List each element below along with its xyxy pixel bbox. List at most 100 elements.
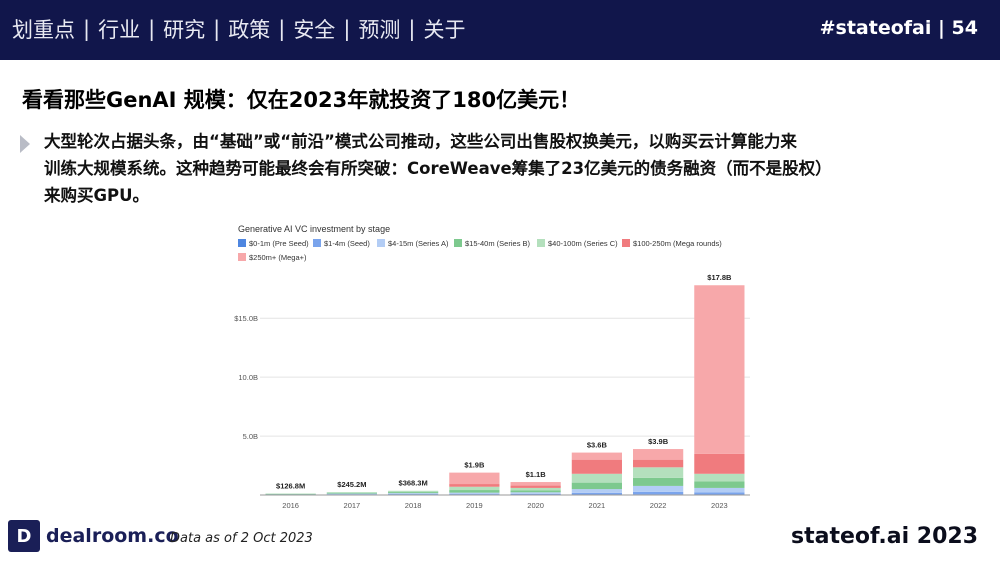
nav-item[interactable]: 政策	[228, 18, 271, 42]
bar-segment	[571, 489, 622, 493]
bar-total-label: $245.2M	[337, 480, 366, 489]
bar-segment	[694, 492, 745, 495]
legend-label: $250m+ (Mega+)	[249, 253, 307, 262]
nav-item[interactable]: 研究	[163, 18, 206, 42]
bullet-line: 训练大规模系统。这种趋势可能最终会有所突破：CoreWeave筹集了23亿美元的…	[44, 159, 832, 178]
x-tick-label: 2016	[282, 501, 299, 510]
legend-label: $1-4m (Seed)	[324, 239, 370, 248]
section-nav: 划重点 | 行业 | 研究 | 政策 | 安全 | 预测 | 关于	[12, 14, 465, 44]
bar-segment	[571, 452, 622, 460]
bar-segment	[694, 453, 745, 474]
nav-item[interactable]: 预测	[358, 18, 401, 42]
x-tick-label: 2017	[344, 501, 361, 510]
slide-tag: #stateofai | 54	[819, 17, 978, 39]
bullet-text: 大型轮次占据头条，由“基础”或“前沿”模式公司推动，这些公司出售股权换美元，以购…	[44, 128, 974, 209]
bar-segment	[388, 493, 439, 495]
bar-segment	[633, 485, 684, 492]
bar-segment	[326, 492, 377, 493]
nav-item[interactable]: 划重点	[12, 18, 75, 42]
bar-segment	[571, 473, 622, 483]
legend-swatch	[238, 239, 246, 247]
bar-segment	[571, 492, 622, 495]
legend-swatch	[537, 239, 545, 247]
bar-segment	[571, 482, 622, 490]
legend-label: $40-100m (Series C)	[548, 239, 618, 248]
legend-label: $100-250m (Mega rounds)	[633, 239, 722, 248]
bar-segment	[694, 481, 745, 488]
chart-title: Generative AI VC investment by stage	[238, 224, 390, 234]
bullet-line: 大型轮次占据头条，由“基础”或“前沿”模式公司推动，这些公司出售股权换美元，以购…	[44, 132, 797, 151]
bar-segment	[510, 493, 561, 495]
legend-swatch	[454, 239, 462, 247]
bar-segment	[326, 493, 377, 495]
bar-segment	[510, 490, 561, 493]
dealroom-logo-text: dealroom.co	[46, 525, 179, 547]
bar-total-label: $126.8M	[276, 482, 305, 491]
legend-swatch	[313, 239, 321, 247]
nav-item[interactable]: 安全	[293, 18, 336, 42]
dealroom-logo: D dealroom.co	[8, 520, 179, 552]
y-tick-label: $15.0B	[234, 314, 258, 323]
nav-separator: |	[343, 17, 351, 41]
bar-segment	[571, 459, 622, 474]
bar-total-label: $1.9B	[464, 461, 485, 470]
bar-segment	[388, 492, 439, 494]
bullet-line: 来购买GPU。	[44, 186, 150, 205]
nav-separator: |	[83, 17, 91, 41]
data-as-of-note: Data as of 2 Oct 2023	[170, 531, 313, 546]
legend-label: $15-40m (Series B)	[465, 239, 531, 248]
bar-segment	[633, 491, 684, 495]
x-tick-label: 2020	[527, 501, 544, 510]
bullet-arrow-icon	[20, 135, 30, 153]
bar-segment	[388, 494, 439, 495]
bar-segment	[449, 486, 500, 491]
bar-total-label: $368.3M	[399, 479, 428, 488]
bar-total-label: $17.8B	[707, 273, 732, 282]
bar-segment	[449, 494, 500, 495]
legend-swatch	[238, 253, 246, 261]
bar-segment	[633, 467, 684, 478]
nav-item[interactable]: 行业	[98, 18, 141, 42]
x-tick-label: 2022	[650, 501, 667, 510]
bar-segment	[510, 487, 561, 491]
bar-segment	[326, 494, 377, 495]
bar-segment	[326, 492, 377, 494]
bar-segment	[265, 493, 316, 495]
brand-footer: stateof.ai 2023	[790, 524, 978, 549]
bar-total-label: $3.6B	[587, 441, 608, 450]
x-tick-label: 2019	[466, 501, 483, 510]
nav-separator: |	[278, 17, 286, 41]
legend-label: $4-15m (Series A)	[388, 239, 449, 248]
bar-segment	[449, 472, 500, 485]
x-tick-label: 2018	[405, 501, 422, 510]
bar-segment	[694, 487, 745, 493]
bar-segment	[633, 459, 684, 468]
bar-segment	[510, 492, 561, 494]
bar-segment	[633, 449, 684, 460]
bar-segment	[694, 285, 745, 454]
nav-separator: |	[213, 17, 221, 41]
bar-segment	[510, 485, 561, 488]
legend-swatch	[377, 239, 385, 247]
y-tick-label: 5.0B	[243, 432, 258, 441]
bar-segment	[633, 477, 684, 486]
bar-total-label: $3.9B	[648, 437, 669, 446]
nav-separator: |	[148, 17, 156, 41]
legend-swatch	[622, 239, 630, 247]
nav-item[interactable]: 关于	[423, 18, 466, 42]
bar-segment	[265, 493, 316, 495]
bar-segment	[449, 490, 500, 493]
investment-chart: Generative AI VC investment by stage $0-1…	[234, 224, 750, 510]
bar-segment	[449, 484, 500, 487]
nav-separator: |	[408, 17, 416, 41]
bar-segment	[694, 473, 745, 482]
x-tick-label: 2021	[589, 501, 606, 510]
legend-label: $0-1m (Pre Seed)	[249, 239, 309, 248]
bar-segment	[388, 490, 439, 493]
bar-segment	[510, 482, 561, 486]
bar-segment	[449, 492, 500, 495]
x-tick-label: 2023	[711, 501, 728, 510]
slide-headline: 看看那些GenAI 规模：仅在2023年就投资了180亿美元！	[22, 88, 581, 112]
dealroom-logo-icon: D	[8, 520, 40, 552]
top-banner: 划重点 | 行业 | 研究 | 政策 | 安全 | 预测 | 关于 #stateofai | 54	[0, 0, 1000, 60]
